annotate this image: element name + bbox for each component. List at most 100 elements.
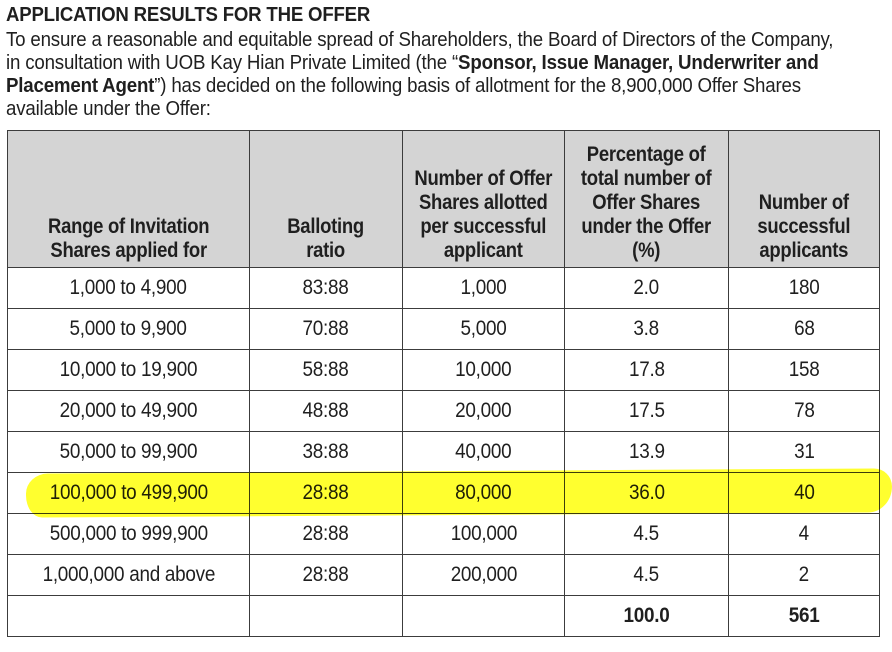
cell-range: 10,000 to 19,900 (7, 349, 250, 391)
cell-pct: 17.8 (564, 349, 729, 391)
cell-range: 500,000 to 999,900 (7, 513, 250, 555)
cell-ratio: 28:88 (249, 513, 403, 555)
cell-pct: 4.5 (564, 554, 729, 596)
cell-pct-value: 4.5 (633, 563, 660, 586)
cell-applicants: 2 (728, 554, 880, 596)
cell-range-value: 10,000 to 19,900 (59, 358, 198, 381)
cell-range: 5,000 to 9,900 (7, 308, 250, 350)
cell-pct-value: 17.8 (628, 358, 665, 381)
cell-pct-value: 13.9 (628, 440, 665, 463)
header-line: Offer Shares (592, 191, 701, 214)
cell-applicants-value: 40 (793, 481, 815, 504)
cell-ratio: 28:88 (249, 554, 403, 596)
header-percentage: Percentage of total number of Offer Shares… (564, 130, 729, 268)
total-applicants-value: 561 (788, 604, 820, 627)
header-percentage-text: Percentage of total number of Offer Shares… (581, 143, 712, 263)
cell-allotted: 80,000 (402, 472, 565, 514)
intro-line-3: Placement Agent”) has decided on the fol… (6, 75, 885, 98)
cell-applicants-value: 158 (788, 358, 820, 381)
cell-ratio: 83:88 (249, 267, 403, 309)
header-ratio-text: Balloting ratio (288, 215, 365, 263)
cell-allotted: 1,000 (402, 267, 565, 309)
cell-pct-value: 17.5 (628, 399, 665, 422)
header-line: under the Offer (581, 215, 712, 238)
header-range-text: Range of Invitation Shares applied for (47, 215, 210, 263)
intro-line-2: in consultation with UOB Kay Hian Privat… (6, 52, 885, 75)
header-allotted-text: Number of Offer Shares allotted per succes… (415, 167, 553, 263)
cell-ratio-value: 83:88 (303, 276, 349, 299)
cell-allotted: 200,000 (402, 554, 565, 596)
total-applicants: 561 (728, 595, 880, 637)
cell-ratio: 70:88 (249, 308, 403, 350)
cell-allotted: 100,000 (402, 513, 565, 555)
cell-allotted-value: 5,000 (460, 317, 507, 340)
header-line: Number of Offer (414, 167, 553, 190)
cell-ratio-value: 28:88 (303, 481, 349, 504)
cell-range-value: 100,000 to 499,900 (49, 481, 208, 504)
cell-range: 20,000 to 49,900 (7, 390, 250, 432)
header-line: total number of (581, 167, 712, 190)
intro-paragraph: To ensure a reasonable and equitable spr… (6, 29, 885, 121)
cell-pct-value: 36.0 (628, 481, 665, 504)
cell-applicants: 40 (728, 472, 880, 514)
total-empty-cell (402, 595, 565, 637)
cell-pct-value: 4.5 (633, 522, 660, 545)
cell-pct: 4.5 (564, 513, 729, 555)
header-ratio: Balloting ratio (249, 130, 403, 268)
cell-allotted: 20,000 (402, 390, 565, 432)
cell-allotted-value: 10,000 (455, 358, 512, 381)
cell-pct: 17.5 (564, 390, 729, 432)
cell-range-value: 500,000 to 999,900 (49, 522, 208, 545)
header-line: Range of Invitation (47, 215, 210, 238)
table-header-row: Range of Invitation Shares applied for Ba… (7, 130, 880, 268)
intro-line-3-bold: Placement Agent (6, 75, 155, 97)
header-line: applicants (759, 239, 849, 262)
table-row: 10,000 to 19,900 58:88 10,000 17.8 158 (7, 349, 880, 391)
cell-range-value: 1,000,000 and above (42, 563, 215, 586)
cell-applicants-value: 78 (793, 399, 815, 422)
intro-line-2-bold: Sponsor, Issue Manager, Underwriter and (458, 52, 819, 74)
header-line: applicant (444, 239, 523, 262)
intro-line-2-text: in consultation with UOB Kay Hian Privat… (6, 52, 459, 74)
cell-allotted-value: 20,000 (455, 399, 512, 422)
cell-pct: 3.8 (564, 308, 729, 350)
cell-applicants: 68 (728, 308, 880, 350)
cell-ratio-value: 28:88 (303, 563, 349, 586)
cell-applicants-value: 31 (793, 440, 815, 463)
table-row: 500,000 to 999,900 28:88 100,000 4.5 4 (7, 513, 880, 555)
header-line: Shares allotted (419, 191, 548, 214)
cell-range: 1,000 to 4,900 (7, 267, 250, 309)
total-pct: 100.0 (564, 595, 729, 637)
cell-ratio: 58:88 (249, 349, 403, 391)
cell-allotted: 10,000 (402, 349, 565, 391)
intro-line-4: available under the Offer: (6, 98, 211, 120)
cell-pct: 13.9 (564, 431, 729, 473)
header-line: Balloting (287, 215, 365, 238)
total-empty-cell (249, 595, 403, 637)
intro-line-3-text: ”) has decided on the following basis of… (154, 75, 801, 97)
cell-ratio-value: 38:88 (303, 440, 349, 463)
cell-applicants-value: 4 (798, 522, 810, 545)
cell-allotted: 5,000 (402, 308, 565, 350)
cell-applicants-value: 180 (788, 276, 820, 299)
allotment-table: Range of Invitation Shares applied for Ba… (7, 130, 880, 637)
header-range: Range of Invitation Shares applied for (7, 130, 250, 268)
cell-applicants: 31 (728, 431, 880, 473)
cell-range-value: 50,000 to 99,900 (59, 440, 198, 463)
cell-allotted: 40,000 (402, 431, 565, 473)
header-applicants-text: Number of successful applicants (758, 191, 851, 263)
cell-ratio: 28:88 (249, 472, 403, 514)
total-empty-cell (7, 595, 250, 637)
header-line: successful (757, 215, 851, 238)
cell-pct: 2.0 (564, 267, 729, 309)
table-body: 1,000 to 4,900 83:88 1,000 2.0 180 5,000 to 9… (7, 267, 880, 637)
table-row: 1,000 to 4,900 83:88 1,000 2.0 180 (7, 267, 880, 309)
cell-range: 1,000,000 and above (7, 554, 250, 596)
intro-line-1: To ensure a reasonable and equitable spr… (6, 29, 834, 51)
cell-ratio-value: 70:88 (303, 317, 349, 340)
cell-allotted-value: 40,000 (455, 440, 512, 463)
cell-applicants-value: 2 (798, 563, 810, 586)
cell-ratio: 48:88 (249, 390, 403, 432)
total-pct-value: 100.0 (623, 604, 670, 627)
